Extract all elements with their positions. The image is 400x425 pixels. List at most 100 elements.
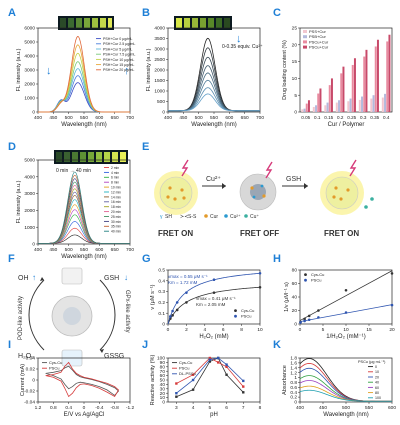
bar <box>347 101 350 112</box>
bar <box>349 98 352 112</box>
x-tick-label: 500 <box>65 247 73 253</box>
bar <box>384 93 387 112</box>
panel-h-label: H <box>273 253 281 265</box>
y-tick-label: 0 <box>32 110 35 116</box>
legend-swatch <box>303 35 307 39</box>
data-point <box>208 358 212 361</box>
data-point <box>216 361 220 364</box>
x-tick-label: 500 <box>342 405 350 411</box>
y-tick-label: 20 <box>160 391 166 397</box>
y-tick-label: 1000 <box>24 225 35 231</box>
x-axis-label: pH <box>210 412 218 418</box>
y-tick-label: 4000 <box>154 26 165 32</box>
x-tick-label: 400 <box>34 247 42 253</box>
legend-entry: 14 min <box>111 195 121 199</box>
x-tick-label: 20 <box>389 327 395 333</box>
legend-entry: PSH+Cur 0 μg/mL <box>103 37 132 41</box>
panel-a: A ↓ ↑ <box>8 7 130 77</box>
x-axis-label: Wavelength (nm) <box>61 254 106 260</box>
bar <box>319 88 322 112</box>
legend-entry: 6 min <box>111 176 119 180</box>
x-tick-label: -0.4 <box>95 405 104 411</box>
legend-entry: 25 min <box>111 215 121 219</box>
bar <box>381 97 384 112</box>
spectrum-line <box>38 234 130 244</box>
fret-label-3: FRET ON <box>324 229 359 238</box>
data-point <box>208 360 212 363</box>
data-point <box>208 356 212 360</box>
x-tick-label: 0.4 <box>65 405 72 411</box>
x-tick-label: 0.1 <box>314 115 321 120</box>
legend-entry: PSS+Cur <box>309 29 326 34</box>
legend-entry: PSH+Cur 15 μg/mL <box>103 63 134 67</box>
y-tick-label: -0.04 <box>24 400 35 406</box>
x-tick-label: 0.25 <box>347 115 356 120</box>
y-tick-label: 5000 <box>24 158 35 164</box>
panel-h-axes: 0 5 10 15 20 0 20 40 60 80 1/H₂O₂ (mM⁻¹) 1/v (μM⁻¹ … <box>284 268 395 340</box>
gpx-cycle-arrow <box>99 279 116 351</box>
panel-g-axes: 0 2 4 6 8 10 0 0.1 0.2 0.3 0.4 0.5 H₂O₂ (mM) v (μM s⁻… <box>150 268 263 340</box>
data-point <box>175 308 179 312</box>
bar <box>365 49 368 112</box>
disulfide-icon: ≻≺ <box>180 214 188 220</box>
bar <box>340 73 343 112</box>
charts-layer: 400 450 500 550 600 650 7000100020003000400050… <box>16 26 396 418</box>
legend-swatch <box>303 30 307 33</box>
panel-k-label: K <box>273 339 281 351</box>
label-gsh: GSH <box>104 275 119 282</box>
data-point <box>344 311 348 314</box>
panel-f: F OH ↑ H₂O₂ GSH ↓ GSSG POD-like activity… <box>8 253 130 367</box>
data-point <box>212 291 216 294</box>
x-axis-label: H₂O₂ (mM) <box>199 334 228 340</box>
panel-b-axes: 400 450 500 550 600 650 700 0 500 1000 1500 2000 250… <box>146 26 264 128</box>
legend-entry: 10 <box>375 370 379 374</box>
g-annot-1-line2: Km = 1.72 mM <box>168 280 198 285</box>
data-point <box>317 309 320 312</box>
data-point <box>185 291 188 294</box>
y-tick-label: 5 <box>294 93 297 99</box>
bar <box>361 96 364 112</box>
y-tick-label: 0.2 <box>290 395 297 401</box>
y-tick-label: 0 <box>294 400 297 406</box>
bar <box>317 93 320 112</box>
y-tick-label: 3500 <box>154 36 165 42</box>
spectrum-line <box>38 36 130 113</box>
panel-j-label: J <box>142 339 148 351</box>
y-tick-label: 500 <box>157 99 165 105</box>
data-point <box>175 301 179 304</box>
y-tick-label: 25 <box>292 26 298 32</box>
x-tick-label: 1.2 <box>35 405 42 411</box>
y-tick-label: 0.3 <box>158 289 165 295</box>
arrow-up-icon: ↑ <box>32 273 36 282</box>
arrowhead-icon <box>222 183 226 189</box>
panel-i-axes: 1.2 0.8 0.4 0 -0.4 -0.8 -1.2 -0.04 -0.02 0 0.02 0.0… <box>20 356 134 418</box>
series-line <box>176 357 244 394</box>
legend-entry: 20 min <box>111 210 121 214</box>
x-tick-label: 5 <box>322 327 325 333</box>
data-point <box>242 391 245 394</box>
legend-marker <box>304 278 307 282</box>
arrow-down-icon: ↓ <box>124 273 128 282</box>
y-tick-label: 1 <box>294 375 297 381</box>
y-tick-label: 1.2 <box>290 370 297 376</box>
x-tick-label: 550 <box>210 115 218 121</box>
legend-entry: 10 min <box>111 186 121 190</box>
data-point <box>171 309 174 313</box>
panel-i-label: I <box>8 339 11 351</box>
y-tick-label: 0 <box>162 322 165 328</box>
legend-entry: PSCu+Cur <box>309 39 329 44</box>
plot-frame <box>299 27 393 113</box>
legend-entry: PSCu <box>241 314 251 319</box>
fret-off-particle <box>239 161 277 211</box>
x-tick-label: 700 <box>126 247 134 253</box>
panel-k-axes: 400 450 500 550 60000.20.40.60.811.21.41.61.… <box>282 356 396 418</box>
bar <box>315 105 318 112</box>
y-tick-label: 3000 <box>24 191 35 197</box>
data-point <box>299 321 302 324</box>
x-tick-label: 0.05 <box>301 115 310 120</box>
x-axis-label: E/V vs Ag/AgCl <box>64 412 105 418</box>
x-tick-label: 500 <box>65 115 73 121</box>
y-tick-label: 10 <box>160 395 166 401</box>
y-tick-label: 60 <box>292 281 298 287</box>
